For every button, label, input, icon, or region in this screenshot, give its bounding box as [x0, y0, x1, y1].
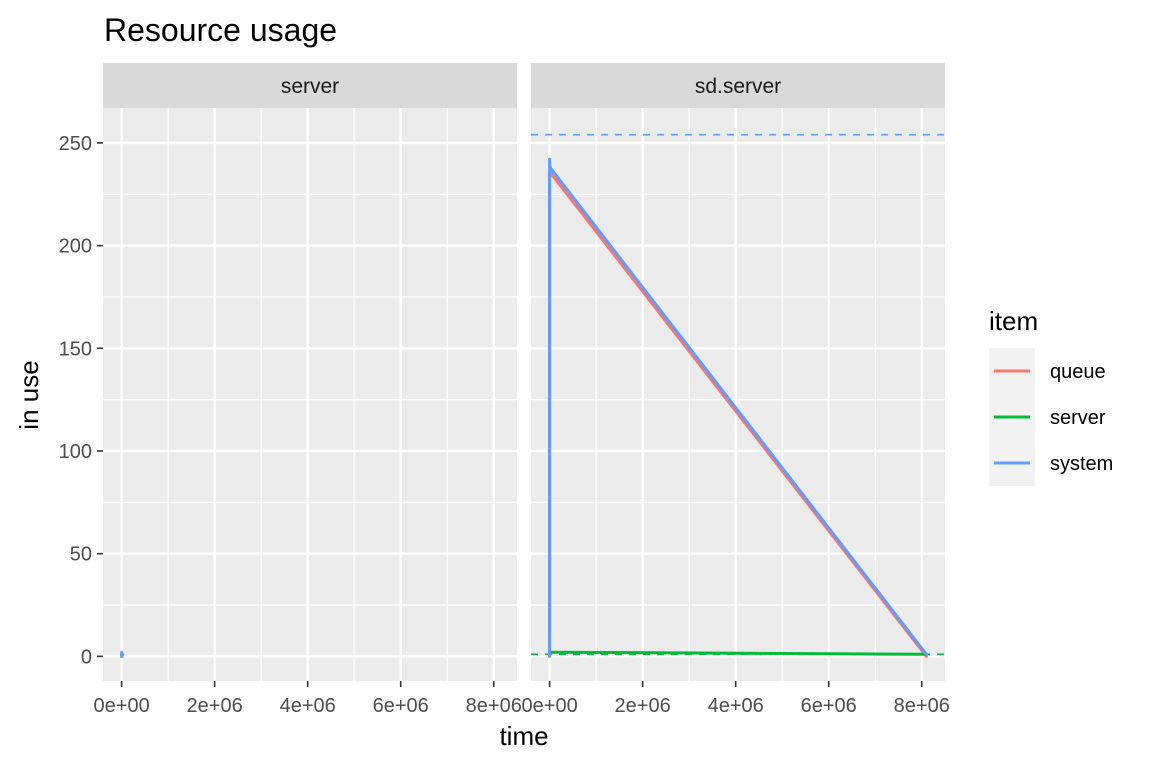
x-tick-label: 2e+06 [187, 695, 243, 717]
legend: item queue server system [989, 306, 1113, 486]
x-axis-title: time [499, 721, 548, 751]
y-tick-label: 100 [59, 441, 92, 463]
y-tick-label: 200 [59, 236, 92, 258]
legend-label-queue: queue [1050, 361, 1106, 383]
x-tick-label: 6e+06 [373, 695, 429, 717]
series-line-system [120, 650, 124, 658]
legend-title: item [989, 306, 1038, 336]
facet-strip-sd-server [531, 63, 945, 108]
x-tick-label: 6e+06 [801, 695, 857, 717]
series-line-system [548, 157, 928, 658]
x-axis-server: 0e+00 2e+06 4e+06 6e+06 8e+06 [94, 681, 522, 717]
y-tick-label: 250 [59, 133, 92, 155]
facet-panel-sd-server: sd.server [531, 63, 945, 681]
x-tick-label: 4e+06 [280, 695, 336, 717]
x-tick-label: 0e+00 [522, 695, 578, 717]
x-tick-label: 8e+06 [894, 695, 950, 717]
x-tick-label: 8e+06 [466, 695, 522, 717]
facet-strip-label-server: server [281, 75, 339, 98]
x-tick-label: 2e+06 [615, 695, 671, 717]
facet-strip-server [103, 63, 517, 108]
y-tick-label: 150 [59, 338, 92, 360]
facet-panel-server: server [103, 63, 517, 681]
x-tick-label: 4e+06 [708, 695, 764, 717]
facet-strip-label-sd-server: sd.server [695, 75, 781, 98]
legend-entries: queue server system [994, 361, 1113, 475]
x-tick-label: 0e+00 [94, 695, 150, 717]
series-sd-server [531, 133, 945, 658]
legend-label-system: system [1050, 453, 1113, 475]
plot-panel-server [103, 108, 517, 681]
gridlines-server [103, 108, 517, 681]
legend-label-server: server [1050, 407, 1106, 429]
y-tick-label: 0 [81, 646, 92, 668]
y-axis: 0 50 100 150 200 250 [59, 133, 103, 668]
chart-title: Resource usage [104, 12, 337, 48]
series-server [120, 650, 124, 658]
y-axis-title: in use [14, 360, 44, 429]
y-tick-label: 50 [70, 544, 92, 566]
series-line-server [548, 650, 928, 656]
plot-panel-sd-server [531, 108, 945, 681]
x-axis-sd-server: 0e+00 2e+06 4e+06 6e+06 8e+06 [522, 681, 950, 717]
